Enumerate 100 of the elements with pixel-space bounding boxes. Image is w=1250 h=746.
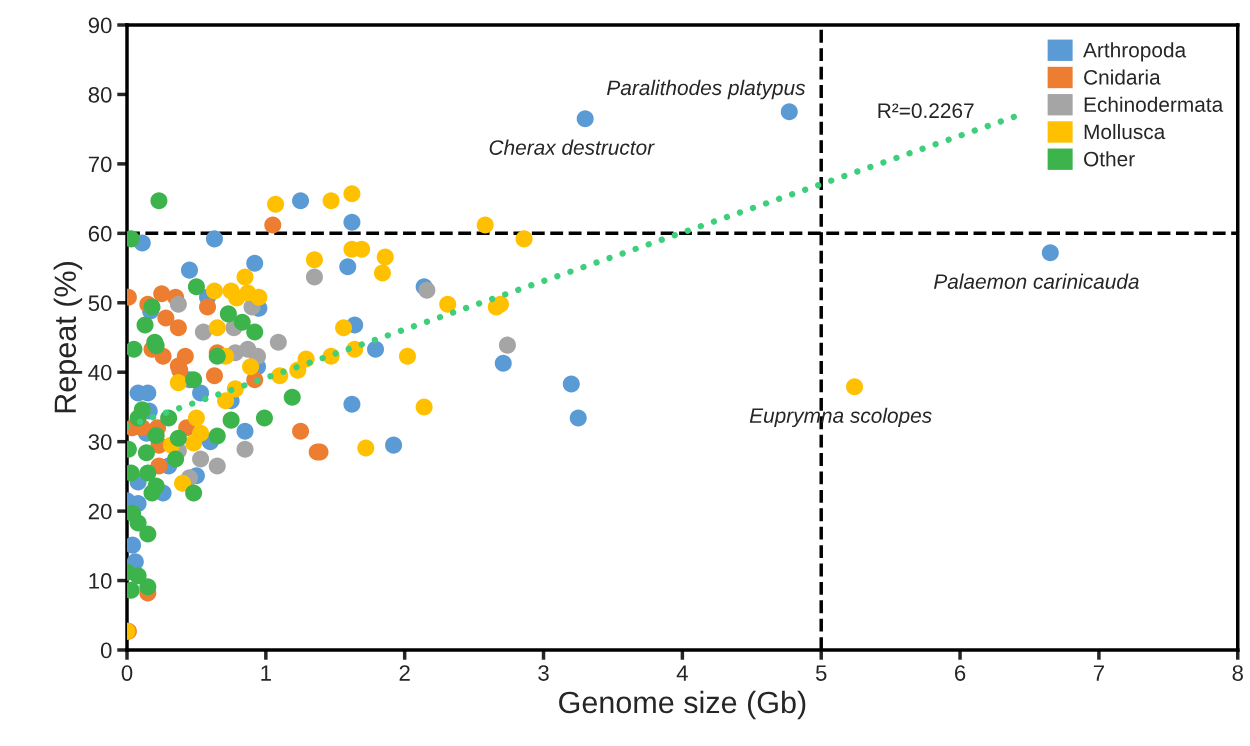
point <box>180 261 198 279</box>
point <box>283 388 301 406</box>
y-tick-label: 20 <box>88 503 112 520</box>
point <box>153 285 171 303</box>
point <box>242 358 260 376</box>
point <box>357 439 375 457</box>
point <box>255 409 273 427</box>
annotation: Cherax destructor <box>489 139 655 155</box>
x-tick-label: 6 <box>955 665 966 681</box>
point <box>136 316 154 334</box>
point <box>187 409 205 427</box>
point <box>367 340 385 358</box>
point <box>250 288 268 306</box>
annotation: Euprymna scolopes <box>749 407 932 428</box>
annotation: Palaemon carinicauda <box>934 273 1139 289</box>
x-tick-label: 1 <box>261 665 271 681</box>
point <box>1041 244 1059 262</box>
point <box>137 444 155 462</box>
point <box>205 282 223 300</box>
point <box>139 525 157 543</box>
point <box>147 426 165 444</box>
point <box>373 264 391 282</box>
point <box>376 248 394 266</box>
y-tick-label: 10 <box>89 573 112 589</box>
point <box>174 474 192 492</box>
point <box>233 313 251 331</box>
point <box>199 298 217 316</box>
point <box>169 295 187 313</box>
legend-label: Mollusca <box>1084 123 1166 140</box>
point <box>157 309 175 327</box>
point <box>246 323 264 341</box>
legend-label: Echinodermata <box>1084 96 1224 112</box>
y-axis-title: Repeat (%) <box>53 262 83 413</box>
point <box>780 103 798 121</box>
point <box>343 185 361 203</box>
y-tick-label: 70 <box>88 156 112 173</box>
x-tick-label: 0 <box>121 665 133 681</box>
point <box>246 254 264 272</box>
point <box>208 457 226 475</box>
x-tick-label: 8 <box>1232 665 1243 681</box>
point <box>194 323 212 341</box>
point <box>208 427 226 445</box>
legend-label: Arthropoda <box>1083 42 1187 62</box>
point <box>219 305 237 323</box>
point <box>343 395 361 413</box>
point <box>139 464 157 482</box>
x-tick-label: 3 <box>538 665 549 681</box>
point <box>439 295 457 313</box>
y-tick-label: 60 <box>88 225 112 242</box>
point <box>222 411 240 429</box>
legend-label: Cnidaria <box>1084 69 1161 85</box>
x-tick-label: 5 <box>815 665 827 681</box>
point <box>185 371 203 389</box>
point <box>476 216 494 234</box>
point <box>169 374 187 392</box>
point <box>305 268 323 286</box>
point <box>343 213 361 231</box>
annotation: R²=0.2267 <box>878 103 974 119</box>
point <box>292 192 310 210</box>
point <box>236 440 254 458</box>
point <box>576 110 594 128</box>
y-tick-label: 50 <box>88 295 112 312</box>
point <box>208 319 226 337</box>
x-tick-label: 2 <box>399 665 410 681</box>
point <box>269 333 287 351</box>
point <box>569 409 587 427</box>
legend-label: Other <box>1084 151 1135 167</box>
point <box>385 436 403 454</box>
point <box>415 398 433 416</box>
point <box>335 319 353 337</box>
y-tick-label: 80 <box>88 86 112 103</box>
x-tick-label: 7 <box>1093 665 1104 681</box>
point <box>187 278 205 296</box>
point <box>143 298 161 316</box>
point <box>498 336 516 354</box>
point <box>236 268 254 286</box>
point <box>150 192 168 210</box>
point <box>846 378 864 396</box>
point <box>562 375 580 393</box>
point <box>169 319 187 337</box>
point <box>192 450 210 468</box>
point <box>185 434 203 452</box>
point <box>169 429 187 447</box>
point <box>167 450 185 468</box>
point <box>264 216 282 234</box>
point <box>143 484 161 502</box>
point <box>127 340 143 358</box>
point <box>236 422 254 440</box>
point <box>267 195 285 213</box>
point <box>205 367 223 385</box>
point <box>322 192 340 210</box>
point <box>305 251 323 269</box>
x-tick-label: 4 <box>676 665 688 681</box>
point <box>339 258 357 276</box>
x-axis-title: Genome size (Gb) <box>559 690 806 720</box>
point <box>139 578 157 596</box>
point <box>292 422 310 440</box>
point <box>129 514 147 532</box>
annotation: Paralithodes platypus <box>607 79 806 100</box>
point <box>217 392 235 410</box>
